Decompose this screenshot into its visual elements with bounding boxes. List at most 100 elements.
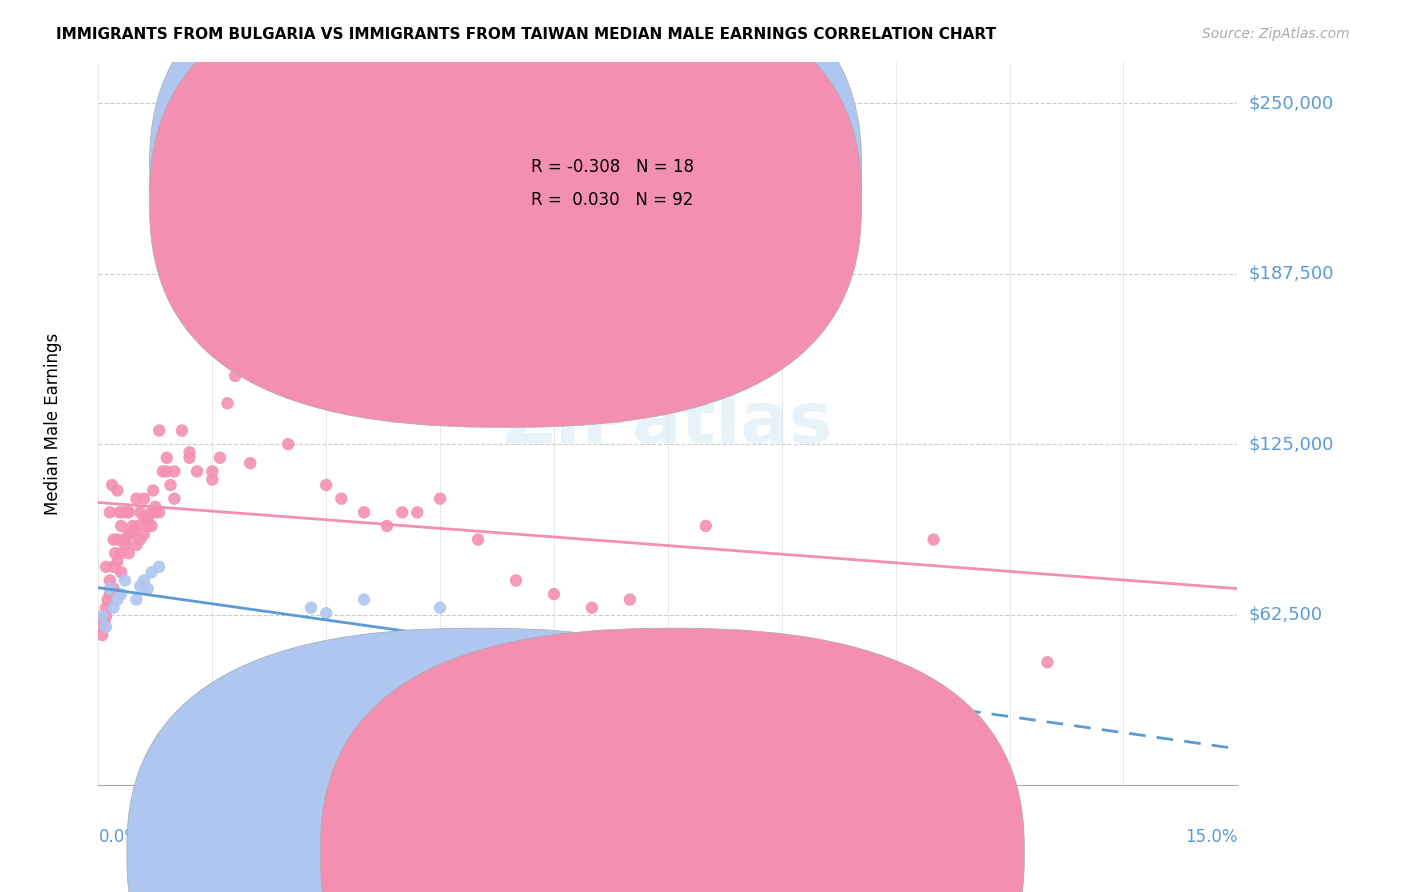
Point bbox=[136, 582, 159, 596]
Point bbox=[148, 424, 170, 438]
Point bbox=[117, 505, 139, 519]
Text: IMMIGRANTS FROM BULGARIA VS IMMIGRANTS FROM TAIWAN MEDIAN MALE EARNINGS CORRELAT: IMMIGRANTS FROM BULGARIA VS IMMIGRANTS F… bbox=[56, 27, 997, 42]
Point bbox=[429, 600, 451, 615]
Text: R = -0.308   N = 18: R = -0.308 N = 18 bbox=[531, 158, 695, 177]
Point bbox=[98, 574, 121, 588]
Point bbox=[111, 505, 134, 519]
Text: R =  0.030   N = 92: R = 0.030 N = 92 bbox=[531, 191, 693, 209]
Point bbox=[179, 445, 201, 459]
Point bbox=[505, 574, 527, 588]
Text: $250,000: $250,000 bbox=[1249, 95, 1334, 112]
Point bbox=[543, 587, 565, 601]
Point bbox=[96, 592, 118, 607]
Point bbox=[224, 369, 246, 384]
Text: Immigrants from Bulgaria: Immigrants from Bulgaria bbox=[498, 850, 710, 868]
Point bbox=[770, 655, 793, 669]
Point bbox=[107, 483, 129, 498]
Point bbox=[91, 620, 114, 634]
Point bbox=[107, 592, 129, 607]
Point bbox=[114, 533, 136, 547]
Point bbox=[277, 314, 299, 328]
Point bbox=[315, 606, 337, 620]
Point bbox=[695, 519, 717, 533]
Point bbox=[141, 519, 163, 533]
Point bbox=[103, 559, 125, 574]
Point bbox=[98, 587, 121, 601]
FancyBboxPatch shape bbox=[127, 628, 831, 892]
Point bbox=[94, 620, 117, 634]
Point bbox=[148, 505, 170, 519]
Point bbox=[110, 566, 132, 580]
Point bbox=[406, 505, 429, 519]
Text: $187,500: $187,500 bbox=[1249, 265, 1334, 283]
Point bbox=[922, 533, 945, 547]
Point bbox=[129, 533, 152, 547]
Point bbox=[145, 505, 167, 519]
Point bbox=[94, 608, 117, 623]
Point bbox=[108, 505, 131, 519]
Point bbox=[159, 478, 181, 492]
Point bbox=[98, 582, 121, 596]
Point bbox=[103, 582, 125, 596]
Point bbox=[132, 527, 155, 541]
Point bbox=[129, 579, 152, 593]
Point bbox=[239, 342, 262, 356]
Point bbox=[353, 592, 375, 607]
Point bbox=[91, 628, 114, 642]
Text: $62,500: $62,500 bbox=[1249, 606, 1323, 624]
Point bbox=[118, 546, 141, 560]
Text: Median Male Earnings: Median Male Earnings bbox=[44, 333, 62, 515]
Point bbox=[125, 491, 148, 506]
Point bbox=[163, 464, 186, 478]
Point bbox=[581, 600, 603, 615]
Point bbox=[125, 592, 148, 607]
Point bbox=[201, 473, 224, 487]
Point bbox=[482, 696, 505, 710]
Point bbox=[299, 178, 322, 193]
Point bbox=[132, 510, 155, 524]
Point bbox=[145, 500, 167, 514]
FancyBboxPatch shape bbox=[149, 0, 862, 427]
Point bbox=[136, 510, 159, 524]
Point bbox=[170, 424, 193, 438]
Point bbox=[163, 491, 186, 506]
Text: ZIPatlas: ZIPatlas bbox=[503, 389, 832, 458]
Point bbox=[375, 519, 398, 533]
Point bbox=[107, 554, 129, 568]
Point bbox=[118, 527, 141, 541]
Point bbox=[217, 396, 239, 410]
Point bbox=[1036, 655, 1059, 669]
Point bbox=[315, 478, 337, 492]
Point bbox=[330, 491, 353, 506]
Text: 15.0%: 15.0% bbox=[1185, 829, 1237, 847]
Point bbox=[132, 491, 155, 506]
Point bbox=[179, 450, 201, 465]
Point bbox=[141, 566, 163, 580]
Point bbox=[224, 355, 246, 369]
Point bbox=[110, 519, 132, 533]
Point bbox=[391, 505, 413, 519]
Point bbox=[125, 519, 148, 533]
Point bbox=[353, 505, 375, 519]
Point bbox=[118, 505, 141, 519]
Point bbox=[299, 600, 322, 615]
Point bbox=[110, 587, 132, 601]
Point bbox=[120, 527, 142, 541]
Point bbox=[156, 464, 179, 478]
Point bbox=[156, 450, 179, 465]
Point bbox=[467, 533, 489, 547]
Point bbox=[98, 505, 121, 519]
Point bbox=[114, 574, 136, 588]
Text: Immigrants from Taiwan: Immigrants from Taiwan bbox=[690, 850, 891, 868]
Point bbox=[103, 533, 125, 547]
Point bbox=[110, 546, 132, 560]
Point bbox=[114, 538, 136, 552]
Point bbox=[277, 437, 299, 451]
FancyBboxPatch shape bbox=[321, 628, 1025, 892]
Point bbox=[152, 464, 174, 478]
Point bbox=[91, 608, 114, 623]
Point bbox=[94, 600, 117, 615]
FancyBboxPatch shape bbox=[468, 135, 742, 235]
Point bbox=[141, 505, 163, 519]
Text: $125,000: $125,000 bbox=[1249, 435, 1334, 453]
